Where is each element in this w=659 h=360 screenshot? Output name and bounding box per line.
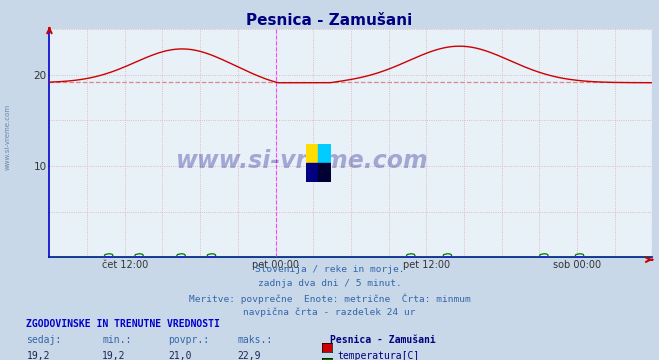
Text: Pesnica - Zamušani: Pesnica - Zamušani	[246, 13, 413, 28]
Text: zadnja dva dni / 5 minut.: zadnja dva dni / 5 minut.	[258, 279, 401, 288]
Text: navpična črta - razdelek 24 ur: navpična črta - razdelek 24 ur	[243, 308, 416, 317]
Text: 21,0: 21,0	[168, 351, 192, 360]
Text: www.si-vreme.com: www.si-vreme.com	[5, 104, 11, 170]
Bar	[318, 163, 331, 182]
Text: Meritve: povprečne  Enote: metrične  Črta: minmum: Meritve: povprečne Enote: metrične Črta:…	[188, 293, 471, 304]
Text: www.si-vreme.com: www.si-vreme.com	[177, 149, 429, 174]
Text: min.:: min.:	[102, 335, 132, 345]
Text: ZGODOVINSKE IN TRENUTNE VREDNOSTI: ZGODOVINSKE IN TRENUTNE VREDNOSTI	[26, 319, 220, 329]
Text: 22,9: 22,9	[237, 351, 261, 360]
Text: Slovenija / reke in morje.: Slovenija / reke in morje.	[255, 265, 404, 274]
Bar	[306, 144, 318, 163]
Text: temperatura[C]: temperatura[C]	[337, 351, 420, 360]
Text: maks.:: maks.:	[237, 335, 272, 345]
Text: 19,2: 19,2	[26, 351, 50, 360]
Bar	[306, 163, 318, 182]
Text: povpr.:: povpr.:	[168, 335, 209, 345]
Text: Pesnica - Zamušani: Pesnica - Zamušani	[330, 335, 435, 345]
Text: sedaj:: sedaj:	[26, 335, 61, 345]
Text: 19,2: 19,2	[102, 351, 126, 360]
Bar	[318, 144, 331, 163]
